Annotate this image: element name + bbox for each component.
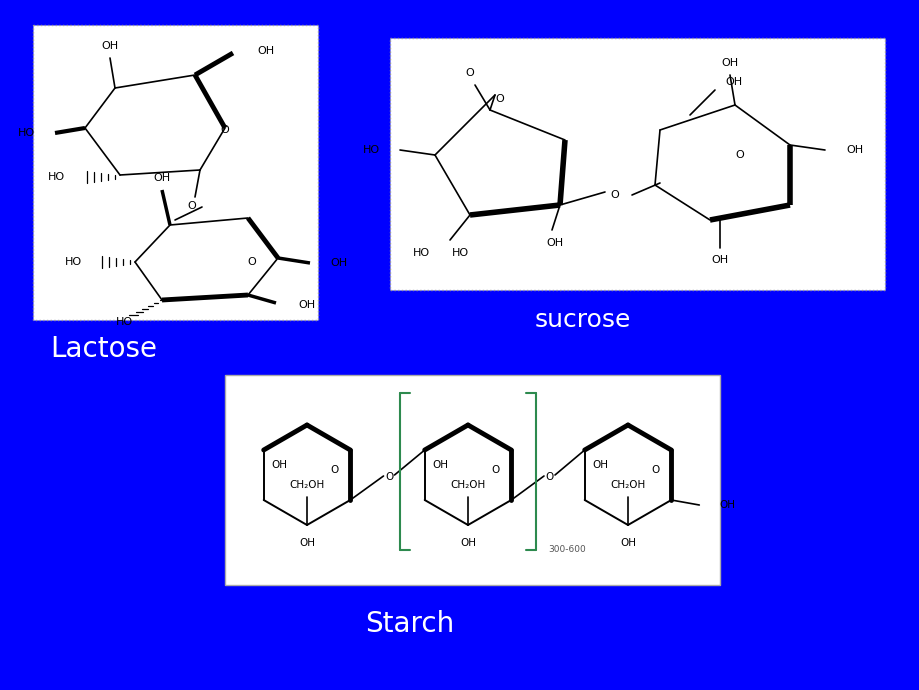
Text: O: O — [465, 68, 474, 78]
Text: OH: OH — [546, 238, 563, 248]
Text: OH: OH — [719, 500, 734, 510]
Text: CH₂OH: CH₂OH — [450, 480, 485, 490]
Text: HO: HO — [17, 128, 35, 138]
Text: 300-600: 300-600 — [548, 546, 585, 555]
Text: CH₂OH: CH₂OH — [609, 480, 645, 490]
Text: HO: HO — [413, 248, 429, 258]
Text: HO: HO — [115, 317, 132, 327]
Text: HO: HO — [48, 172, 65, 182]
Text: O: O — [610, 190, 618, 200]
Text: OH: OH — [271, 460, 287, 470]
Text: O: O — [735, 150, 743, 160]
Text: OH: OH — [592, 460, 607, 470]
Text: OH: OH — [845, 145, 862, 155]
Bar — [33, 25, 318, 320]
Text: O: O — [491, 465, 499, 475]
Text: O: O — [330, 465, 338, 475]
Text: OH: OH — [460, 538, 475, 548]
Text: sucrose: sucrose — [535, 308, 630, 332]
Text: HO: HO — [65, 257, 82, 267]
Text: Lactose: Lactose — [50, 335, 157, 363]
Text: O: O — [221, 125, 229, 135]
Text: O: O — [651, 465, 659, 475]
Text: OH: OH — [153, 173, 170, 183]
Text: O: O — [247, 257, 256, 267]
Text: OH: OH — [256, 46, 274, 56]
Text: HO: HO — [362, 145, 380, 155]
Text: OH: OH — [724, 77, 742, 87]
Text: OH: OH — [619, 538, 635, 548]
Text: CH₂OH: CH₂OH — [289, 480, 324, 490]
Text: OH: OH — [101, 41, 119, 51]
Text: OH: OH — [298, 300, 315, 310]
Text: OH: OH — [720, 58, 738, 68]
Text: O: O — [187, 201, 196, 211]
Text: OH: OH — [299, 538, 314, 548]
Bar — [225, 375, 720, 585]
Text: O: O — [385, 472, 393, 482]
Text: Starch: Starch — [365, 610, 454, 638]
Text: O: O — [495, 94, 504, 104]
Text: OH: OH — [330, 258, 346, 268]
Text: OH: OH — [432, 460, 448, 470]
Text: O: O — [545, 472, 553, 482]
Text: HO: HO — [451, 248, 468, 258]
Text: OH: OH — [710, 255, 728, 265]
Bar — [390, 38, 884, 290]
